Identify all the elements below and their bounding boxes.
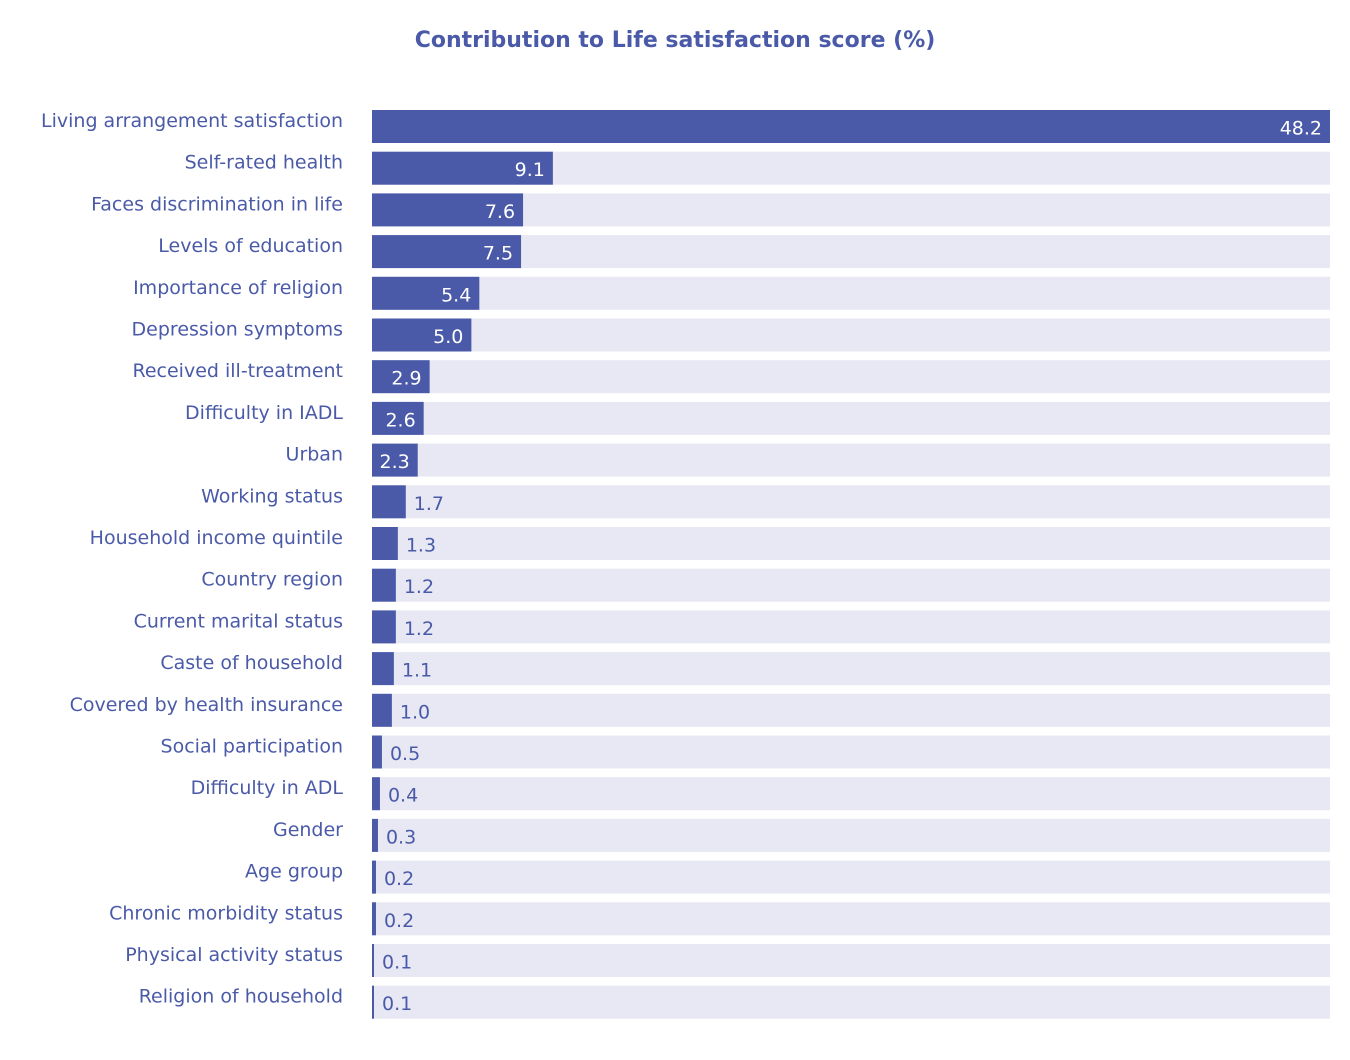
value-label: 0.1 (382, 993, 412, 1015)
bar (372, 610, 396, 644)
bar-track (372, 777, 1330, 811)
category-label: Importance of religion (133, 277, 343, 299)
category-label: Levels of education (158, 235, 343, 257)
bar (372, 110, 1330, 143)
category-label: Household income quintile (90, 527, 343, 549)
value-label: 2.6 (385, 409, 415, 431)
bar-track (372, 485, 1330, 519)
bar (372, 902, 376, 936)
value-label: 7.6 (485, 201, 515, 223)
bar (372, 401, 424, 435)
value-label: 1.2 (404, 618, 434, 640)
value-label: 0.2 (384, 868, 414, 890)
bar (372, 735, 382, 769)
bar-track (372, 652, 1330, 686)
bar (372, 276, 480, 310)
bar-track (372, 985, 1330, 1019)
category-label: Difficulty in ADL (191, 777, 344, 799)
category-label: Urban (286, 444, 343, 466)
bar (372, 443, 418, 477)
value-label: 1.1 (402, 660, 432, 682)
category-label: Religion of household (139, 986, 343, 1008)
bar-track (372, 318, 1330, 352)
value-label: 2.3 (379, 451, 409, 473)
category-label: Self-rated health (185, 152, 343, 174)
bar (372, 860, 376, 894)
value-label: 48.2 (1280, 118, 1322, 140)
value-label: 0.2 (384, 910, 414, 932)
bar (372, 777, 380, 811)
value-label: 9.1 (515, 159, 545, 181)
value-label: 5.4 (441, 284, 471, 306)
bar (372, 193, 524, 227)
bar (372, 527, 398, 560)
bar-track (372, 276, 1330, 310)
bar (372, 235, 522, 269)
value-label: 0.3 (386, 826, 416, 848)
value-label: 7.5 (483, 243, 513, 265)
value-label: 1.2 (404, 576, 434, 598)
category-label: Difficulty in IADL (185, 402, 343, 424)
bar-track (372, 860, 1330, 894)
value-label: 2.9 (391, 368, 421, 390)
value-label: 5.0 (433, 326, 463, 348)
bar (372, 485, 406, 519)
bar-track (372, 401, 1330, 435)
bar (372, 151, 553, 185)
category-label: Physical activity status (125, 944, 343, 966)
bar (372, 818, 378, 852)
bar (372, 360, 430, 394)
bar-track (372, 693, 1330, 727)
value-label: 1.3 (406, 535, 436, 557)
bar-track (372, 902, 1330, 936)
bar (372, 693, 392, 727)
bar-track (372, 235, 1330, 269)
chart-title: Contribution to Life satisfaction score … (414, 28, 936, 53)
bar-track (372, 735, 1330, 769)
bar-track (372, 818, 1330, 852)
category-label: Living arrangement satisfaction (41, 110, 343, 132)
category-label: Country region (201, 569, 343, 591)
category-label: Depression symptoms (132, 319, 343, 341)
category-label: Faces discrimination in life (91, 193, 343, 215)
bar-track (372, 193, 1330, 227)
category-label: Received ill-treatment (133, 360, 344, 382)
bar (372, 944, 374, 977)
category-label: Current marital status (134, 610, 343, 632)
bar-track (372, 527, 1330, 560)
value-label: 0.1 (382, 952, 412, 974)
category-label: Gender (273, 819, 343, 841)
category-label: Caste of household (160, 652, 343, 674)
value-label: 1.0 (400, 701, 430, 723)
bar-track (372, 443, 1330, 477)
bar (372, 985, 374, 1019)
category-label: Age group (245, 861, 343, 883)
category-label: Social participation (161, 736, 343, 758)
bar-track (372, 360, 1330, 394)
category-label: Covered by health insurance (70, 694, 343, 716)
value-label: 0.4 (388, 785, 418, 807)
bar (372, 318, 472, 352)
bar-track (372, 568, 1330, 602)
bar-track (372, 610, 1330, 644)
value-label: 0.5 (390, 743, 420, 765)
category-label: Working status (201, 485, 343, 507)
value-label: 1.7 (414, 493, 444, 515)
bar (372, 568, 396, 602)
bar-track (372, 944, 1330, 977)
category-label: Chronic morbidity status (109, 902, 343, 924)
bar (372, 652, 394, 686)
